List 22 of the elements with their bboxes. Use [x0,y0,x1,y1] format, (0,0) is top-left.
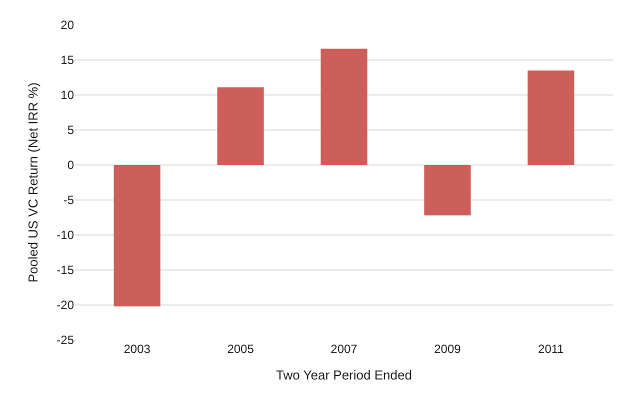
x-axis-title: Two Year Period Ended [276,368,412,383]
y-tick-label: 20 [60,18,74,32]
x-tick-label: 2007 [330,342,358,356]
y-tick-label: 15 [60,53,74,68]
y-tick-label: -20 [56,298,74,312]
y-tick-label: -5 [63,193,74,208]
x-tick-label: 2005 [227,342,254,356]
y-tick-label: 10 [60,88,74,102]
y-tick-label: 5 [67,123,74,138]
bar [320,48,368,165]
bar [114,165,160,306]
y-tick-label: -10 [56,228,74,242]
y-tick-label: 0 [67,158,74,172]
x-tick-label: 2011 [538,342,564,356]
bar [424,165,471,216]
x-tick-label: 2003 [124,342,151,356]
x-tick-label: 2009 [434,342,462,356]
y-tick-label: -15 [56,263,74,278]
bar [528,70,574,165]
bar [217,87,264,165]
y-tick-label: -25 [56,333,74,348]
y-axis-title: Pooled US VC Return (Net IRR %) [26,82,41,283]
